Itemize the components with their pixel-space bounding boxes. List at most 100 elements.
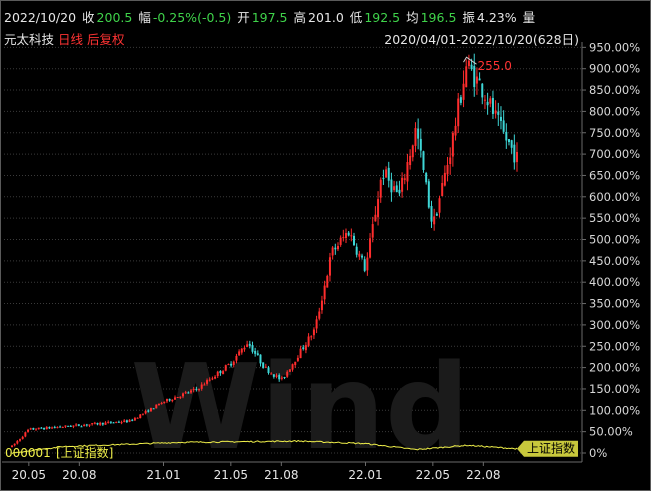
y-tick-label: 700.00% bbox=[589, 147, 640, 161]
y-tick-label: 900.00% bbox=[589, 62, 640, 76]
y-tick-label: 850.00% bbox=[589, 83, 640, 97]
candle-body bbox=[323, 285, 326, 300]
candle-body bbox=[451, 132, 454, 157]
quote-date: 2022/10/20 bbox=[4, 10, 77, 25]
y-tick-label: 150.00% bbox=[589, 382, 640, 396]
candle-body bbox=[315, 319, 318, 329]
candle-body bbox=[454, 125, 457, 136]
candle-body bbox=[43, 428, 46, 430]
candle-body bbox=[235, 355, 238, 361]
x-tick-label: 21.05 bbox=[214, 468, 248, 482]
low-value: 192.5 bbox=[364, 10, 401, 25]
candle-body bbox=[497, 111, 500, 115]
candle-body bbox=[195, 388, 198, 390]
candle-body bbox=[272, 374, 275, 377]
candle-body bbox=[232, 361, 235, 366]
candle-body bbox=[278, 374, 281, 380]
candle-body bbox=[165, 398, 168, 402]
candle-body bbox=[219, 371, 222, 374]
candle-body bbox=[40, 427, 43, 429]
candle-body bbox=[184, 392, 187, 394]
candle-body bbox=[419, 138, 422, 151]
y-tick-label: 650.00% bbox=[589, 168, 640, 182]
candle-body bbox=[11, 445, 13, 448]
candle-body bbox=[192, 388, 195, 391]
candle-body bbox=[128, 419, 131, 422]
candle-body bbox=[176, 397, 179, 399]
candle-body bbox=[259, 354, 262, 364]
x-tick-label: 21.01 bbox=[146, 468, 180, 482]
candle-body bbox=[470, 64, 473, 70]
candle-body bbox=[390, 179, 393, 193]
benchmark-tag-label: 上证指数 bbox=[527, 441, 575, 456]
candle-body bbox=[430, 206, 433, 222]
candle-body bbox=[401, 177, 404, 192]
x-tick-label: 20.05 bbox=[12, 468, 46, 482]
candle-body bbox=[144, 410, 147, 414]
candle-body bbox=[291, 364, 294, 370]
candle-body bbox=[133, 418, 136, 421]
candle-body bbox=[336, 245, 339, 250]
candle-body bbox=[459, 97, 462, 103]
candle-body bbox=[115, 421, 118, 423]
candle-body bbox=[190, 390, 193, 393]
candle-body bbox=[486, 101, 489, 106]
candle-body bbox=[427, 181, 430, 208]
candle-body bbox=[117, 421, 120, 423]
candle-body bbox=[179, 396, 182, 398]
candle-body bbox=[478, 78, 481, 81]
candle-body bbox=[507, 139, 510, 143]
candle-body bbox=[123, 420, 126, 423]
wind-watermark: Wind bbox=[130, 338, 469, 476]
candle-body bbox=[59, 426, 62, 428]
y-tick-label: 200.00% bbox=[589, 361, 640, 375]
y-tick-label: 800.00% bbox=[589, 104, 640, 118]
adjust-selector[interactable]: 后复权 bbox=[87, 32, 125, 47]
candle-body bbox=[254, 350, 257, 354]
candle-body bbox=[369, 238, 372, 258]
candle-body bbox=[53, 427, 56, 429]
candle-body bbox=[227, 364, 230, 366]
candle-body bbox=[350, 235, 353, 237]
y-tick-label: 950.00% bbox=[589, 40, 640, 54]
peak-label: 255.0 bbox=[478, 59, 512, 73]
candle-body bbox=[96, 422, 99, 425]
candle-body bbox=[358, 253, 361, 257]
candle-body bbox=[304, 345, 307, 351]
benchmark-code: 000001 bbox=[5, 446, 51, 460]
candle-body bbox=[457, 98, 460, 127]
candle-body bbox=[417, 128, 420, 139]
benchmark-name: [上证指数] bbox=[56, 445, 113, 460]
candle-body bbox=[505, 131, 508, 141]
x-tick-label: 22.01 bbox=[348, 468, 382, 482]
y-tick-label: 600.00% bbox=[589, 190, 640, 204]
candle-body bbox=[163, 401, 166, 404]
candle-body bbox=[198, 389, 201, 391]
candle-body bbox=[64, 425, 67, 427]
candle-body bbox=[104, 422, 107, 425]
candle-body bbox=[208, 379, 211, 381]
period-selector[interactable]: 日线 bbox=[58, 32, 84, 47]
candle-body bbox=[344, 233, 347, 239]
candle-body bbox=[312, 329, 315, 336]
avg-value: 196.5 bbox=[420, 10, 457, 25]
candle-body bbox=[355, 246, 358, 255]
candle-body bbox=[27, 429, 30, 432]
candle-body bbox=[483, 99, 486, 101]
high-label: 高 bbox=[293, 10, 307, 25]
candle-body bbox=[379, 179, 382, 198]
candle-body bbox=[240, 348, 243, 353]
date-range: 2020/04/01-2022/10/20(628日) bbox=[384, 32, 579, 47]
candle-body bbox=[230, 363, 233, 366]
stock-name: 元太科技 bbox=[4, 32, 55, 47]
y-tick-label: 550.00% bbox=[589, 211, 640, 225]
candle-body bbox=[24, 432, 27, 437]
candle-body bbox=[411, 145, 414, 158]
candle-body bbox=[435, 213, 438, 216]
candle-body bbox=[318, 311, 321, 319]
y-tick-label: 350.00% bbox=[589, 297, 640, 311]
candle-body bbox=[56, 427, 59, 429]
candle-body bbox=[513, 144, 516, 163]
candle-body bbox=[414, 128, 417, 146]
